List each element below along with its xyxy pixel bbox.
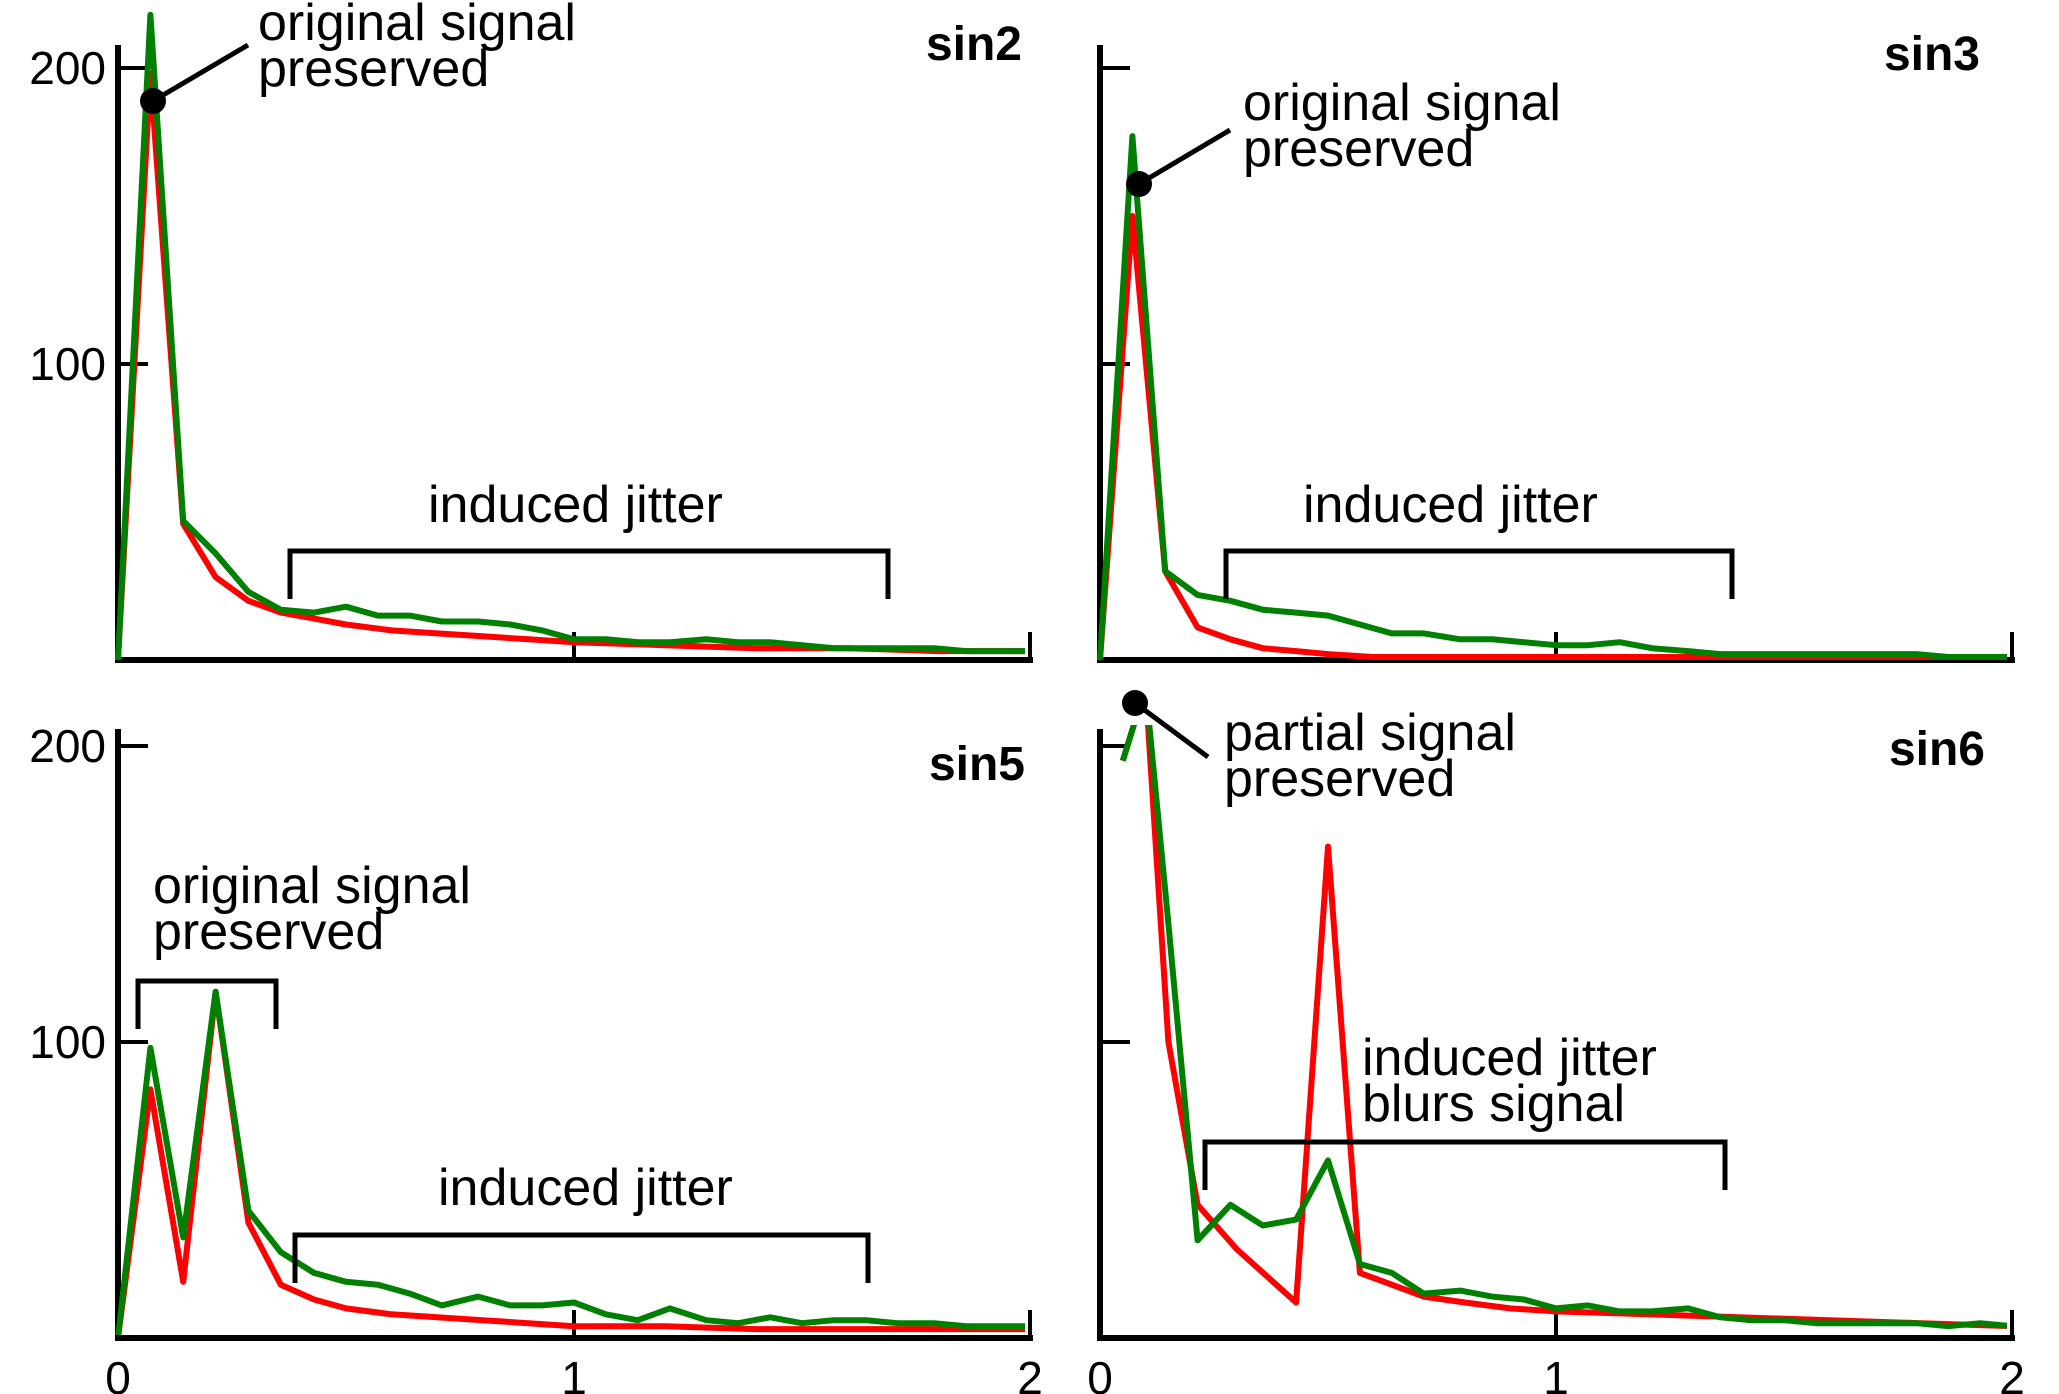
panel-sin6: 0 1 2 sin6 [1087,723,2025,1394]
panel-title: sin3 [1884,28,1980,81]
panel-sin3: sin3 [1097,28,2015,663]
callout-text: partial signal preserved [1224,704,1516,808]
bracket [292,1232,871,1283]
bracket [1202,1139,1728,1190]
series-line-red [115,70,1025,660]
series-line-green [115,988,1025,1335]
bracket-text: induced jitter [438,1159,733,1217]
series-line-green [1097,133,2007,660]
x-tick-label: 1 [561,1352,587,1394]
bracket [135,978,279,1029]
series-group [1119,725,2007,1330]
y-tick-label: 100 [29,1016,106,1068]
callout-dot [1126,171,1152,197]
series-group [115,11,1025,660]
panel-title: sin6 [1889,723,1985,776]
bracket-text: induced jitter blurs signal [1362,1029,1657,1133]
annotations-sin2: original signal preserved induced jitter [140,0,891,599]
panel-sin5: 0 1 2 100 200 sin5 [29,720,1043,1394]
y-tick-label: 100 [29,338,106,390]
bracket-text: original signal preserved [153,857,471,961]
y-tick-label: 200 [29,720,106,772]
callout-line [1137,127,1232,187]
series-group [1097,133,2007,660]
annotations-sin5: original signal preserved induced jitter [135,857,871,1283]
panel-title: sin2 [926,18,1022,71]
callout-dot [1122,690,1148,716]
annotations-sin3: original signal preserved induced jitter [1126,74,1735,599]
callout-line [151,42,250,104]
callout-line [1133,700,1210,760]
x-tick-label: 2 [1017,1352,1043,1394]
x-tick-label: 0 [1087,1352,1113,1394]
bracket [287,548,891,599]
series-line-green [1119,725,2007,1330]
x-tick-label: 2 [1999,1352,2025,1394]
y-tick-label: 200 [29,42,106,94]
callout-text: original signal preserved [258,0,576,98]
x-tick-label: 1 [1543,1352,1569,1394]
series-line-red [1097,213,2007,660]
bracket-text: induced jitter [428,476,723,534]
bracket-text: induced jitter [1303,476,1598,534]
series-line-green [115,11,1025,660]
series-group [115,988,1025,1335]
annotations-sin6: partial signal preserved induced jitter blu… [1122,690,1728,1190]
panel-sin2: 100 200 sin2 [29,11,1033,663]
bracket [1223,548,1735,599]
x-tick-label: 0 [105,1352,131,1394]
panel-title: sin5 [929,738,1025,791]
callout-dot [140,88,166,114]
callout-text: original signal preserved [1243,74,1561,178]
